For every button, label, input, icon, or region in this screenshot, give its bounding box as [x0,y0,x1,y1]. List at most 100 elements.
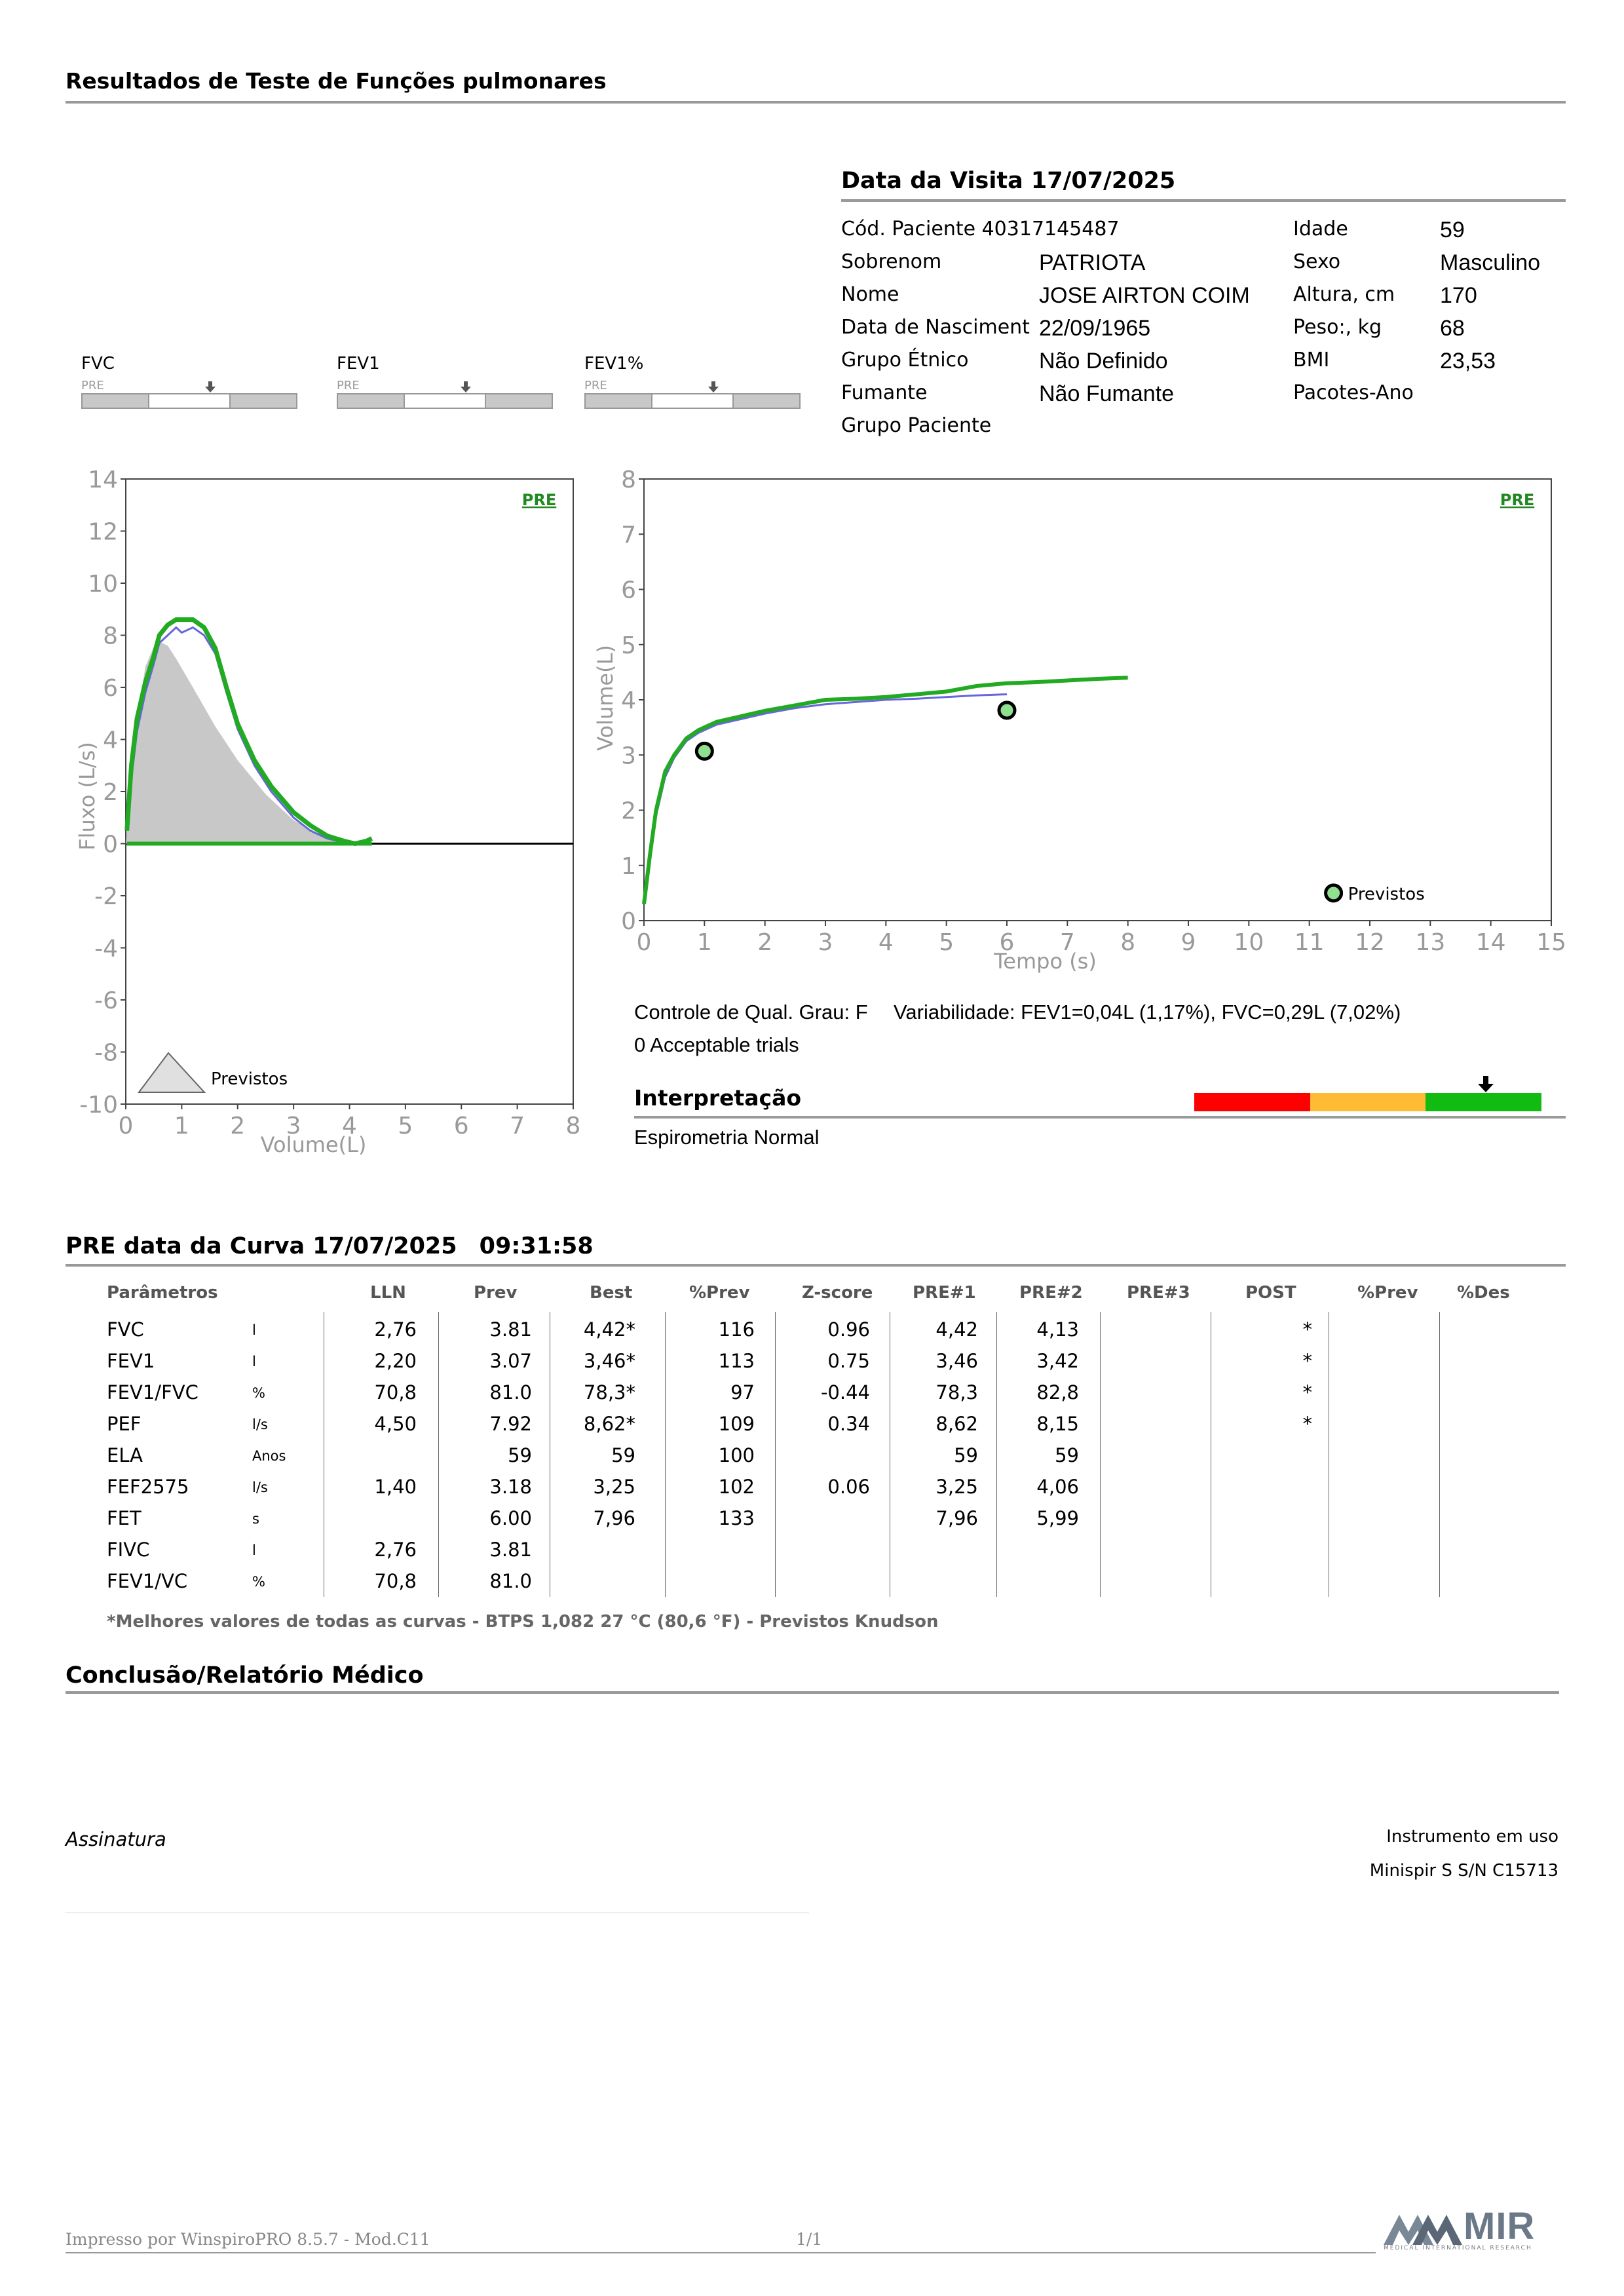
y-tick-label: 3 [621,742,636,769]
instrument-value: Minispir S S/N C15713 [1369,1861,1558,1881]
column-separator [1439,1312,1440,1597]
table-cell: 7.92 [489,1413,532,1435]
table-cell: 8,15 [1036,1413,1079,1435]
column-separator [665,1312,666,1597]
table-header: Best [590,1283,633,1303]
column-separator [996,1312,997,1597]
arrow-down-icon [204,381,217,396]
y-tick-label: -4 [94,936,118,963]
table-cell: 78,3* [583,1381,635,1404]
y-tick-label: 2 [103,779,118,806]
predicted-point [1324,883,1344,903]
patient-code: Cód. Paciente 40317145487 [841,218,1120,240]
table-header: %Prev [1357,1283,1418,1303]
table-cell: * [1302,1381,1313,1404]
table-cell: 3,25 [935,1476,978,1498]
table-header: POST [1245,1283,1296,1303]
indicator-name: FVC [81,354,115,373]
series-line [642,676,1128,905]
x-tick-label: 5 [939,929,954,956]
visit-field-value: 23,53 [1440,349,1496,373]
column-separator [775,1312,776,1597]
table-cell: 3,25 [593,1476,635,1498]
y-tick-label: -8 [94,1040,118,1067]
quality-variability: Variabilidade: FEV1=0,04L (1,17%), FVC=0… [894,1001,1401,1024]
table-cell: 5,99 [1036,1507,1079,1529]
quality-trials: 0 Acceptable trials [634,1033,799,1056]
y-tick-label: -2 [94,883,118,910]
table-cell: 2,20 [374,1350,417,1372]
quality-grade: Controle de Qual. Grau: F [634,1001,868,1024]
table-cell: 102 [718,1476,755,1498]
y-tick-label: 0 [103,832,118,858]
y-tick-label: -10 [79,1092,118,1119]
y-tick-label: 10 [88,571,118,598]
conclusion-divider [66,1691,1559,1694]
table-cell: 70,8 [374,1381,417,1404]
x-tick-label: 6 [1000,929,1015,956]
mir-logo: MIR MEDICAL INTERNATIONAL RESEARCH [1384,2204,1560,2257]
x-tick-label: 11 [1294,929,1325,956]
indicator-name: FEV1% [584,354,644,373]
x-tick-label: 1 [174,1113,189,1139]
table-cell-unit: l [252,1354,256,1369]
scale-segment [1194,1093,1310,1111]
table-cell-unit: l/s [252,1417,268,1432]
interpretation-scale [1194,1076,1542,1111]
visit-field-value: Não Fumante [1039,381,1174,406]
y-tick-label: 6 [621,577,636,604]
table-cell: 8,62 [935,1413,978,1435]
visit-date-title: Data da Visita 17/07/2025 [841,168,1176,194]
table-cell: 3.81 [489,1318,532,1341]
x-tick-label: 2 [757,929,772,956]
curve-time: 09:31:58 [479,1233,594,1259]
y-tick-label: 12 [88,519,118,546]
table-cell: 0.96 [827,1318,870,1341]
table-cell-param: FEF2575 [107,1476,189,1498]
table-cell: 70,8 [374,1570,417,1592]
y-tick-label: 7 [621,522,636,548]
predicted-point [997,700,1017,720]
table-cell: 59 [508,1444,532,1466]
pre-tag: PRE [1500,491,1534,509]
series-line [124,617,373,847]
visit-field-label: Idade [1293,218,1348,240]
x-tick-label: 14 [1476,929,1506,956]
visit-field-value: Não Definido [1039,349,1168,373]
visit-field-label: Data de Nasciment [841,316,1030,339]
legend-swatch [138,1052,206,1093]
table-cell: 133 [718,1507,755,1529]
table-cell-unit: % [252,1574,265,1590]
x-tick-label: 10 [1234,929,1264,956]
table-header: %Prev [689,1283,750,1303]
interpretation-divider [634,1116,1566,1119]
table-cell: 81.0 [489,1381,532,1404]
x-tick-label: 3 [286,1113,301,1139]
y-axis-label: Volume(L) [593,645,618,751]
table-cell: 3.18 [489,1476,532,1498]
mir-logo-text: MIR [1463,2205,1536,2248]
table-header: %Des [1457,1283,1510,1303]
x-tick-label: 9 [1181,929,1196,956]
table-cell-param: ELA [107,1444,143,1466]
table-cell: 6.00 [489,1507,532,1529]
table-cell: 82,8 [1036,1381,1079,1404]
predicted-point [694,741,714,761]
y-tick-label: 8 [621,467,636,493]
mir-logo-icon [1384,2215,1462,2245]
indicator-tag: PRE [81,379,104,392]
table-cell: 3,46 [935,1350,978,1372]
table-cell: 0.34 [827,1413,870,1435]
y-tick-label: 2 [621,798,636,825]
page-title: Resultados de Teste de Funções pulmonare… [66,68,607,94]
x-tick-label: 1 [697,929,712,956]
visit-field-value: 170 [1440,283,1477,308]
table-cell-param: FIVC [107,1539,150,1561]
indicator-name: FEV1 [337,354,380,373]
table-header: PRE#2 [1019,1283,1083,1303]
x-tick-label: 8 [1120,929,1135,956]
indicator-tag: PRE [337,379,360,392]
signature-label: Assinatura [66,1828,166,1850]
